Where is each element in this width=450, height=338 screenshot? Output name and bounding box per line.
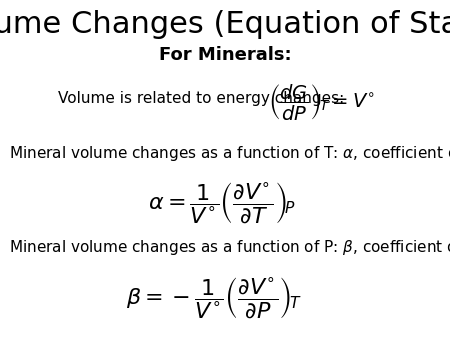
Text: Volume Changes (Equation of State): Volume Changes (Equation of State) — [0, 10, 450, 39]
Text: Mineral volume changes as a function of T: $\alpha$, coefficient of thermal expa: Mineral volume changes as a function of … — [9, 144, 450, 163]
Text: $\beta = -\dfrac{1}{V^{\circ}}\left(\dfrac{\partial V^{\circ}}{\partial P}\right: $\beta = -\dfrac{1}{V^{\circ}}\left(\dfr… — [126, 275, 302, 320]
Text: Volume is related to energy changes:: Volume is related to energy changes: — [58, 91, 345, 106]
Text: For Minerals:: For Minerals: — [159, 46, 291, 64]
Text: Mineral volume changes as a function of P: $\beta$, coefficient of isothermal ex: Mineral volume changes as a function of … — [9, 238, 450, 257]
Text: $\alpha = \dfrac{1}{V^{\circ}}\left(\dfrac{\partial V^{\circ}}{\partial T}\right: $\alpha = \dfrac{1}{V^{\circ}}\left(\dfr… — [148, 181, 297, 225]
Text: $\left(\dfrac{dG}{dP}\right)_{\!T} = V^{\circ}$: $\left(\dfrac{dG}{dP}\right)_{\!T} = V^{… — [268, 83, 375, 123]
